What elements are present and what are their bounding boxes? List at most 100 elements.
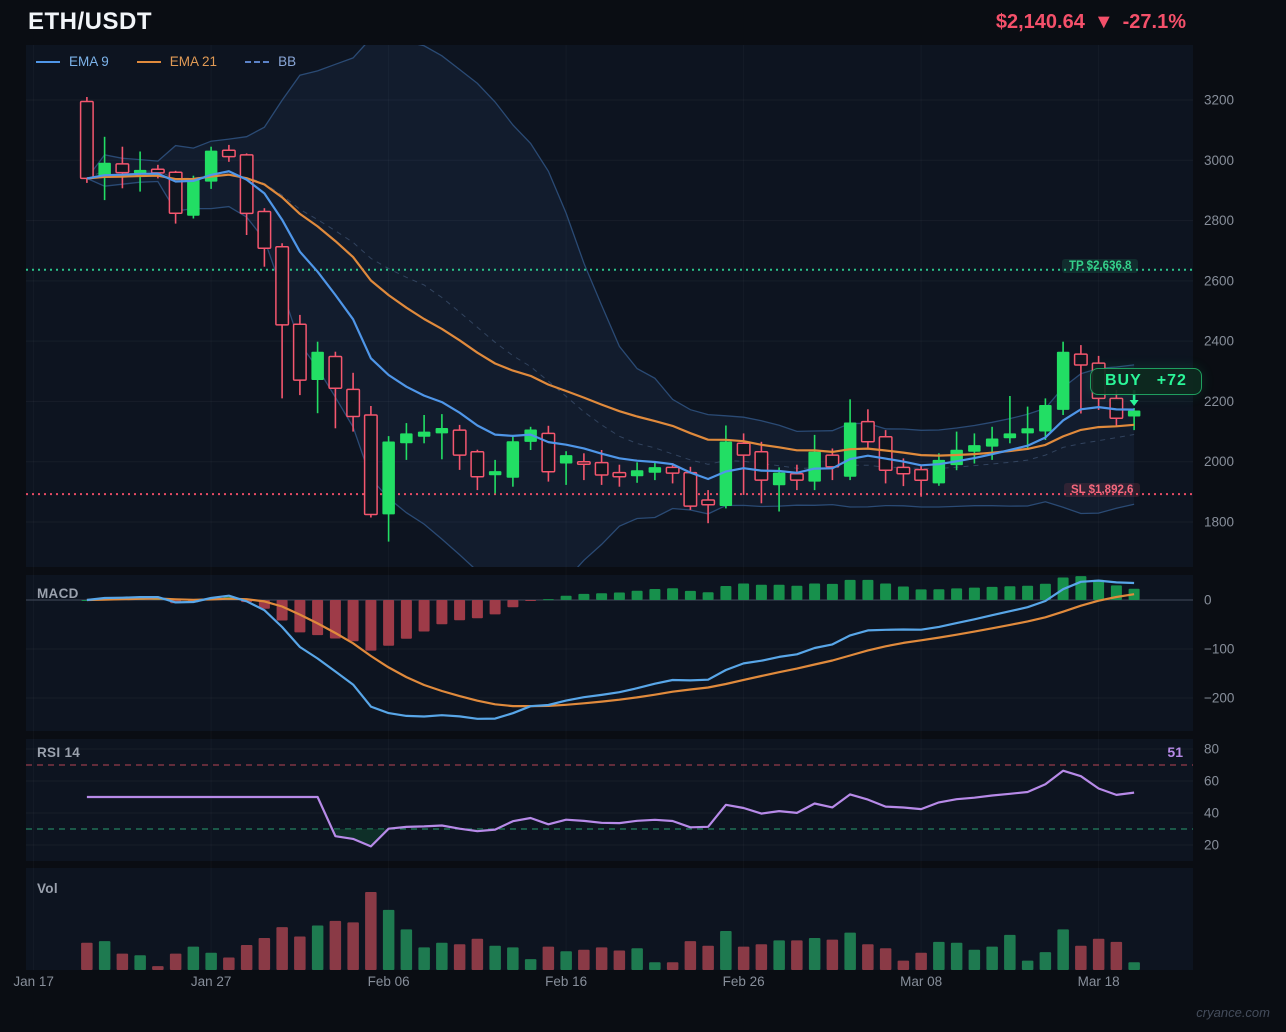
volume-bar (471, 938, 484, 970)
candle-body-down (1073, 353, 1088, 366)
macd-histogram (81, 576, 1140, 651)
rsi-panel (26, 748, 1193, 848)
volume-bar (240, 945, 253, 970)
volume-bar (897, 960, 910, 970)
candle-body-up (559, 455, 573, 464)
candle-body-down (363, 414, 378, 516)
bollinger-upper-band (86, 45, 1135, 433)
volume-bar (862, 944, 874, 970)
volume-bar (737, 946, 750, 970)
candles-layer (79, 97, 1141, 542)
candle-body-down (221, 149, 236, 158)
candle-body-down (150, 168, 165, 174)
volume-bar (152, 966, 164, 970)
candle-body-up (968, 445, 981, 452)
volume-bar (524, 959, 537, 970)
candle-body-down (825, 454, 840, 468)
candle-body-down (612, 471, 627, 478)
svg-text:Feb 06: Feb 06 (368, 974, 410, 989)
watermark: cryance.com (1196, 1005, 1270, 1020)
volume-bar (169, 953, 182, 970)
candle-body-down (292, 323, 307, 381)
candle-body-down (860, 420, 875, 443)
legend-label-bb: BB (278, 54, 297, 69)
volume-bar (116, 953, 129, 970)
indicator-legend: EMA 9 EMA 21 BB (36, 54, 296, 69)
volume-bar (347, 922, 359, 970)
svg-text:80: 80 (1204, 742, 1219, 757)
svg-text:−100: −100 (1204, 642, 1234, 657)
bb-line-swatch (245, 60, 270, 63)
candle-body-up (417, 431, 431, 437)
x-axis-labels: Jan 17 Jan 27 Feb 06 Feb 16 Feb 26 Mar 08 Mar … (13, 974, 1119, 989)
volume-bar (311, 925, 324, 970)
panel-background (26, 739, 1193, 861)
volume-bar (879, 948, 892, 970)
svg-text:Mar 08: Mar 08 (900, 974, 942, 989)
volume-bar (649, 962, 661, 970)
candle-body-down (683, 471, 698, 507)
candle-body-up (719, 441, 733, 506)
macd-panel (26, 576, 1193, 720)
volume-bar (418, 947, 430, 970)
candle-body-down (470, 451, 485, 478)
ema9-line (86, 170, 1135, 481)
volume-bar (968, 949, 981, 970)
macd-signal-line (86, 593, 1135, 708)
candle-body-down (754, 451, 769, 481)
legend-item-ema21: EMA 21 (136, 54, 218, 69)
svg-text:2200: 2200 (1204, 394, 1234, 409)
volume-bar (382, 909, 395, 970)
volume-bar (81, 942, 93, 970)
volume-bar (666, 962, 679, 970)
volume-bar (98, 941, 111, 970)
volume-bar (986, 946, 998, 970)
candle-body-up (1039, 405, 1052, 432)
price-panel (26, 45, 1193, 567)
svg-text:3000: 3000 (1204, 153, 1234, 168)
svg-text:Feb 26: Feb 26 (723, 974, 765, 989)
svg-text:60: 60 (1204, 774, 1219, 789)
candle-body-up (772, 472, 786, 486)
volume-bar (844, 932, 856, 970)
candle-body-up (648, 467, 662, 473)
candle-body-down (328, 355, 343, 389)
svg-text:40: 40 (1204, 806, 1219, 821)
volume-bar (791, 940, 803, 970)
volume-panel (81, 892, 1140, 970)
candle-body-down (115, 163, 130, 174)
price-change: -27.1% (1122, 11, 1186, 33)
volume-bar (1092, 938, 1105, 970)
volume-bar (400, 929, 413, 970)
candle-body-down (79, 100, 94, 180)
volume-bar (808, 938, 821, 970)
legend-label-ema21: EMA 21 (169, 54, 218, 69)
svg-text:2600: 2600 (1204, 273, 1234, 288)
volume-bar (702, 945, 714, 970)
candle-body-up (488, 471, 502, 476)
ema21-line-swatch (136, 60, 161, 63)
volume-bar (1128, 962, 1140, 970)
volume-bar (1057, 929, 1069, 970)
candle-body-down (914, 468, 929, 481)
volume-bar (134, 955, 146, 970)
y-axis-labels: 3200 3000 2800 2600 2400 2200 2000 1800 0 −100 −20… (1204, 93, 1234, 853)
buy-signal-badge: BUY +72 (1090, 368, 1202, 395)
candle-body-down (736, 442, 751, 456)
svg-text:20: 20 (1204, 838, 1219, 853)
candle-body-down (576, 460, 591, 465)
candle-body-down (346, 388, 361, 418)
volume-bar (223, 957, 235, 970)
volume-bar (329, 920, 342, 970)
volume-bar (507, 947, 519, 970)
legend-label-ema9: EMA 9 (69, 54, 109, 69)
candle-body-up (1056, 351, 1070, 410)
volume-bar (773, 940, 785, 970)
volume-bar (826, 939, 839, 970)
legend-item-ema9: EMA 9 (36, 54, 109, 69)
candle-body-down (789, 473, 804, 481)
candle-body-up (932, 459, 946, 484)
volume-bar (755, 944, 768, 970)
panel-background (26, 45, 1193, 567)
